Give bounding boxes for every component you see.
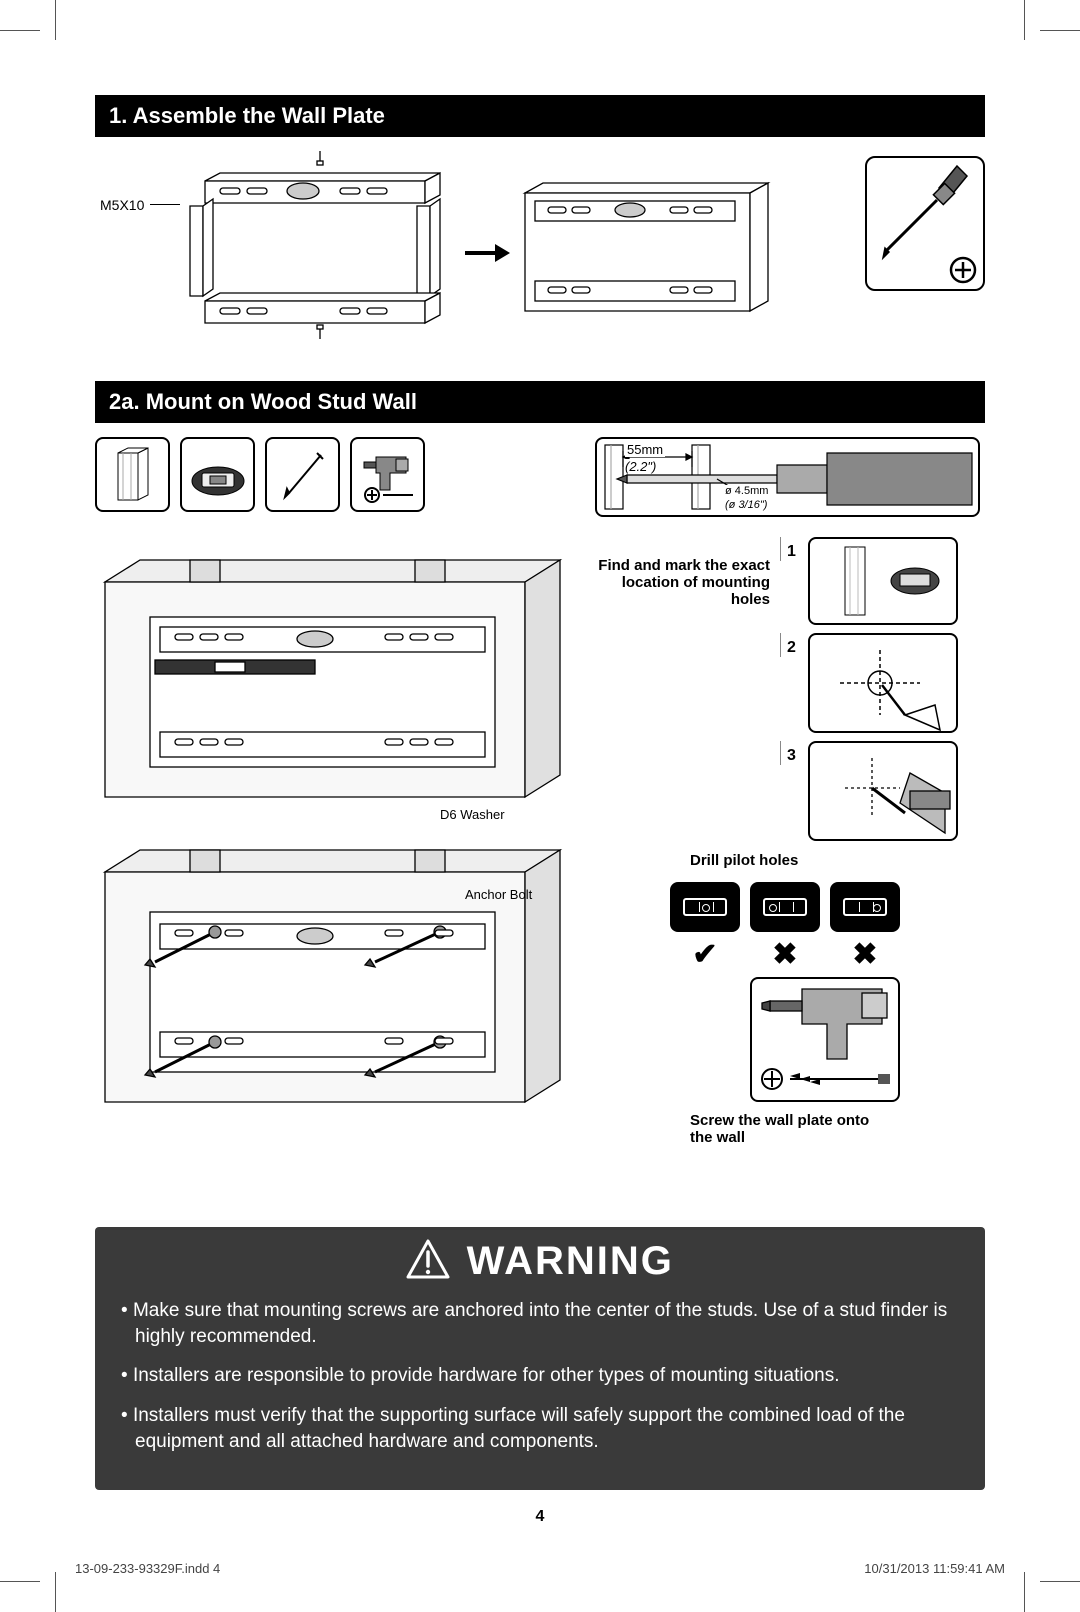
warning-triangle-icon bbox=[406, 1239, 450, 1284]
side-steps: Find and mark the exact location of moun… bbox=[590, 537, 980, 849]
warning-box: WARNING Make sure that mounting screws a… bbox=[95, 1227, 985, 1490]
wall-plate-assembled-icon bbox=[520, 181, 775, 321]
drill-diam-in: (ø 3/16") bbox=[725, 499, 767, 511]
stud-finder-icon bbox=[180, 437, 255, 512]
drill-diam-mm: ø 4.5mm bbox=[725, 485, 768, 497]
level-marks: ✔ ✖ ✖ bbox=[670, 937, 900, 972]
find-mark-text: Find and mark the exact location of moun… bbox=[590, 537, 780, 608]
anchor-bolt-label: Anchor Bolt bbox=[465, 887, 532, 902]
pencil-icon bbox=[265, 437, 340, 512]
check-icon: ✔ bbox=[670, 937, 740, 972]
warning-item: Installers are responsible to provide ha… bbox=[119, 1363, 961, 1389]
screwdriver-tool-icon bbox=[865, 156, 985, 291]
level-indicators bbox=[670, 882, 900, 932]
mount-anchor-illustration bbox=[95, 832, 565, 1122]
warning-heading: WARNING bbox=[467, 1239, 674, 1284]
drill-icon bbox=[350, 437, 425, 512]
footer-timestamp: 10/31/2013 11:59:41 AM bbox=[864, 1561, 1005, 1576]
section1-title: 1. Assemble the Wall Plate bbox=[95, 95, 985, 137]
page-number: 4 bbox=[95, 1508, 985, 1526]
m5x10-label: M5X10 bbox=[100, 197, 144, 213]
step-2-num: 2 bbox=[780, 633, 808, 657]
footer: 13-09-233-93329F.indd 4 10/31/2013 11:59… bbox=[75, 1561, 1005, 1576]
section1-body: M5X10 bbox=[95, 151, 985, 361]
drill-depth-mm: 55mm bbox=[625, 442, 665, 457]
step-1-num: 1 bbox=[780, 537, 808, 561]
drill-screw-icon bbox=[750, 977, 900, 1102]
step-3-num: 3 bbox=[780, 741, 808, 765]
footer-file: 13-09-233-93329F.indd 4 bbox=[75, 1561, 220, 1576]
cross-icon: ✖ bbox=[830, 937, 900, 972]
level-bad-right-icon bbox=[830, 882, 900, 932]
drill-depth-in: (2.2") bbox=[625, 459, 656, 474]
step-2-icon bbox=[808, 633, 958, 733]
mount-level-illustration bbox=[95, 542, 565, 812]
step-3-icon bbox=[808, 741, 958, 841]
stud-icon bbox=[95, 437, 170, 512]
step-1-icon bbox=[808, 537, 958, 625]
level-ok-icon bbox=[670, 882, 740, 932]
arrow-icon bbox=[465, 236, 510, 273]
level-bad-left-icon bbox=[750, 882, 820, 932]
section2-body: 55mm (2.2") ø 4.5mm (ø 3/16") bbox=[95, 437, 985, 1217]
cross-icon: ✖ bbox=[750, 937, 820, 972]
warning-item: Make sure that mounting screws are ancho… bbox=[119, 1298, 961, 1349]
screw-wall-label: Screw the wall plate onto the wall bbox=[690, 1112, 870, 1146]
warning-item: Installers must verify that the supporti… bbox=[119, 1403, 961, 1454]
section2-title: 2a. Mount on Wood Stud Wall bbox=[95, 381, 985, 423]
d6-washer-label: D6 Washer bbox=[440, 807, 505, 822]
wall-plate-exploded-icon bbox=[185, 151, 455, 341]
drill-pilot-label: Drill pilot holes bbox=[690, 852, 798, 869]
